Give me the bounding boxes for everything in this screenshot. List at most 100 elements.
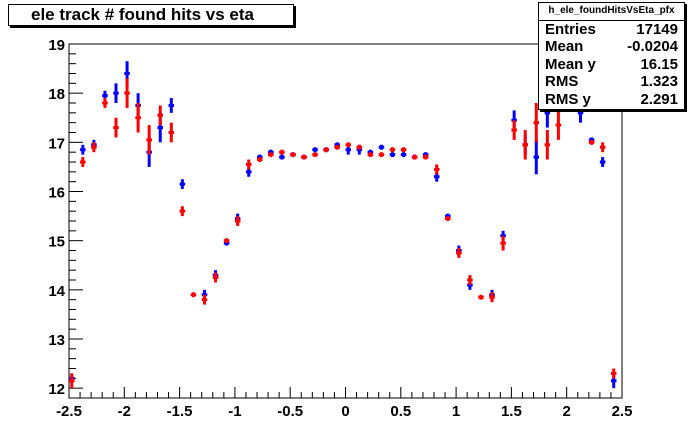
stats-histogram-name: h_ele_foundHitsVsEta_pfx: [539, 3, 684, 21]
data-point: [168, 122, 175, 143]
data-point: [422, 154, 429, 160]
x-tick-label: -1.5: [167, 403, 193, 420]
data-point: [378, 144, 385, 150]
stats-box: h_ele_foundHitsVsEta_pfx Entries 17149 M…: [538, 2, 685, 110]
data-point: [223, 238, 230, 244]
x-tick-label: 0.5: [390, 403, 411, 420]
data-point: [135, 103, 141, 133]
stats-row-rms-y: RMS y 2.291: [539, 91, 684, 108]
data-point: [400, 147, 407, 153]
stats-label: Mean: [545, 38, 584, 56]
data-point: [190, 292, 197, 298]
y-tick-label: 16: [48, 185, 65, 202]
stats-row-mean: Mean -0.0204: [539, 38, 684, 55]
stats-value: -0.0204: [627, 38, 678, 56]
data-point: [179, 179, 186, 190]
data-point: [478, 294, 484, 300]
data-point: [157, 105, 164, 126]
stats-value: 2.291: [640, 90, 678, 108]
data-point: [146, 125, 152, 155]
x-tick-label: 1: [452, 403, 460, 420]
data-point: [400, 152, 407, 158]
data-point: [312, 147, 318, 153]
data-point: [555, 110, 562, 140]
x-tick-label: 0: [341, 403, 349, 420]
data-point: [212, 272, 219, 283]
y-tick-label: 18: [48, 86, 65, 103]
x-tick-label: -1: [228, 403, 241, 420]
data-point: [279, 149, 285, 155]
stats-row-rms: RMS 1.323: [539, 73, 684, 90]
series-2: [69, 78, 617, 389]
data-point: [301, 154, 307, 160]
stats-row-entries: Entries 17149: [539, 21, 684, 38]
x-tick-label: -2.5: [56, 403, 82, 420]
data-point: [367, 152, 374, 158]
stats-label: Entries: [545, 21, 596, 38]
series-1: [69, 61, 617, 389]
data-point: [290, 152, 296, 158]
stats-label: RMS y: [545, 90, 591, 108]
x-tick-label: -2: [118, 403, 131, 420]
data-point: [467, 275, 473, 285]
x-tick-label: 2: [563, 403, 571, 420]
data-point: [245, 159, 252, 170]
chart-title: ele track # found hits vs eta: [8, 4, 294, 26]
data-point: [389, 152, 396, 158]
data-point: [533, 103, 540, 143]
data-point: [201, 294, 208, 305]
data-point: [456, 248, 462, 258]
x-tick-label: -0.5: [277, 403, 303, 420]
x-tick-label: 1.5: [501, 403, 522, 420]
data-point: [323, 147, 329, 153]
data-point: [489, 292, 495, 303]
data-point: [389, 147, 396, 153]
stats-value: 1.323: [640, 73, 678, 91]
y-tick-label: 19: [48, 37, 65, 54]
data-point: [588, 139, 595, 145]
data-point: [124, 78, 130, 108]
data-point: [522, 130, 528, 160]
y-tick-label: 13: [48, 332, 65, 349]
data-point: [334, 144, 340, 150]
y-tick-label: 12: [48, 381, 65, 398]
data-point: [610, 368, 617, 379]
y-tick-label: 17: [48, 135, 65, 152]
data-point: [599, 142, 606, 153]
data-point: [80, 144, 86, 155]
data-point: [113, 117, 119, 138]
data-point: [533, 139, 540, 175]
data-point: [91, 142, 97, 153]
data-point: [268, 152, 274, 158]
y-tick-label: 14: [48, 283, 65, 300]
data-point: [599, 157, 606, 167]
data-point: [378, 152, 385, 158]
data-point: [102, 98, 108, 108]
stats-value: 16.15: [640, 55, 678, 73]
data-point: [544, 130, 551, 160]
data-point: [312, 152, 318, 158]
data-point: [279, 154, 285, 160]
data-point: [113, 83, 119, 103]
stats-label: RMS: [545, 73, 579, 91]
data-point: [234, 216, 241, 226]
data-point: [257, 157, 263, 162]
data-point: [168, 98, 175, 113]
data-point: [356, 144, 363, 150]
stats-label: Mean y: [545, 55, 596, 73]
data-point: [411, 154, 418, 160]
stats-row-mean-y: Mean y 16.15: [539, 56, 684, 73]
data-point: [179, 206, 186, 217]
stats-value: 17149: [636, 21, 678, 38]
data-point: [433, 164, 440, 175]
data-point: [80, 157, 86, 167]
y-tick-label: 15: [48, 234, 65, 251]
data-point: [511, 120, 517, 140]
data-point: [345, 142, 352, 148]
x-tick-label: 2.5: [612, 403, 633, 420]
data-point: [500, 235, 506, 251]
data-point: [445, 216, 451, 221]
data-point: [69, 373, 75, 389]
